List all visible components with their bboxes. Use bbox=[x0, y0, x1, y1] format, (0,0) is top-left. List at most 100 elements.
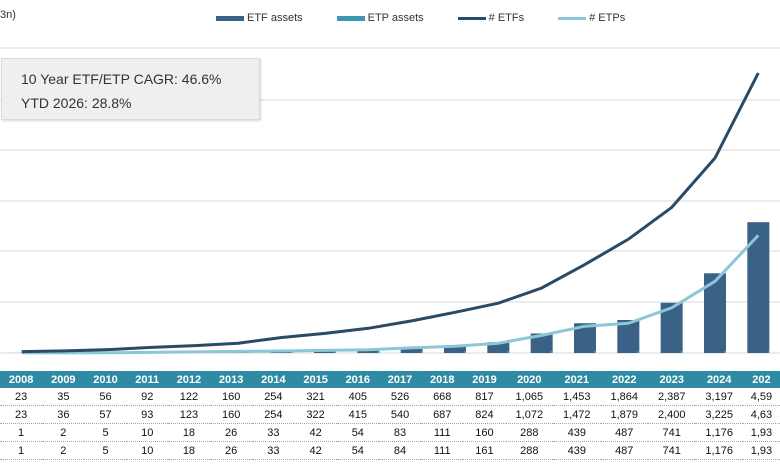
table-cell: 84 bbox=[378, 441, 422, 460]
cagr-ytd: YTD 2026: 28.8% bbox=[21, 95, 132, 111]
table-header-row: 2008 2009 2010 2011 2012 2013 2014 2015 2016 2017… bbox=[0, 371, 780, 388]
table-cell: 161 bbox=[463, 441, 506, 460]
table-cell: 254 bbox=[252, 405, 295, 424]
table-cell: 1,472 bbox=[553, 405, 601, 424]
table-header-cell: 2008 bbox=[0, 371, 43, 388]
table-cell: 439 bbox=[553, 441, 601, 460]
table-cell: 321 bbox=[294, 388, 337, 406]
bar-etp-assets bbox=[507, 351, 510, 353]
table-cell: 33 bbox=[252, 423, 295, 442]
bar-etf-assets bbox=[444, 345, 466, 353]
table-cell: 405 bbox=[336, 388, 379, 406]
table-cell: 741 bbox=[647, 441, 696, 460]
legend-swatch-etf-assets bbox=[216, 15, 244, 21]
table-cell: 1,072 bbox=[505, 405, 554, 424]
table-header-cell: 2021 bbox=[553, 371, 601, 388]
table-header-cell: 2010 bbox=[84, 371, 127, 388]
table-cell: 23 bbox=[0, 405, 43, 424]
table-cell: 42 bbox=[294, 423, 337, 442]
table-cell: 23 bbox=[0, 388, 43, 406]
table-header-cell: 2012 bbox=[167, 371, 211, 388]
chart-legend: ETF assets ETP assets # ETFs # ETPs bbox=[216, 12, 659, 24]
bar-etp-assets bbox=[637, 351, 640, 353]
table-cell: 1,93 bbox=[742, 441, 780, 460]
table-header-cell: 2020 bbox=[505, 371, 554, 388]
table-cell: 687 bbox=[421, 405, 464, 424]
table-cell: 540 bbox=[378, 405, 422, 424]
table-cell: 1,453 bbox=[553, 388, 601, 406]
table-cell: 36 bbox=[42, 405, 85, 424]
table-header-cell: 2019 bbox=[463, 371, 506, 388]
table-cell: 35 bbox=[42, 388, 85, 406]
legend-label-num-etps: # ETPs bbox=[589, 12, 626, 24]
table-cell: 2 bbox=[42, 423, 85, 442]
bar-etp-assets bbox=[464, 351, 466, 353]
table-header-cell: 2023 bbox=[647, 371, 696, 388]
table-cell: 111 bbox=[421, 441, 464, 460]
legend-label-num-etfs: # ETFs bbox=[488, 12, 525, 24]
table-cell: 4,59 bbox=[742, 388, 780, 406]
table-header-cell: 2017 bbox=[378, 371, 422, 388]
table-cell: 18 bbox=[167, 441, 211, 460]
legend-label-etf-assets: ETF assets bbox=[247, 12, 303, 24]
table-header-cell: 2013 bbox=[210, 371, 253, 388]
table-cell: 817 bbox=[463, 388, 506, 406]
table-cell: 526 bbox=[378, 388, 422, 406]
table-cell: 1,176 bbox=[695, 441, 743, 460]
table-row: 23 36 57 93 123 160 254 322 415 540 687 824 1,072 1,4… bbox=[0, 405, 780, 424]
table-cell: 93 bbox=[126, 405, 168, 424]
table-header-cell: 2022 bbox=[600, 371, 648, 388]
table-cell: 83 bbox=[378, 423, 422, 442]
cagr-annotation-box: 10 Year ETF/ETP CAGR: 46.6% YTD 2026: 28… bbox=[1, 58, 260, 120]
table-cell: 2,400 bbox=[647, 405, 696, 424]
table-cell: 26 bbox=[210, 423, 253, 442]
table-cell: 3,225 bbox=[695, 405, 743, 424]
table-header-cell: 2015 bbox=[294, 371, 337, 388]
table-cell: 2,387 bbox=[647, 388, 696, 406]
bar-etf-assets bbox=[747, 222, 770, 353]
table-header-cell: 2014 bbox=[252, 371, 295, 388]
legend-item-num-etps: # ETPs bbox=[558, 12, 625, 24]
table-cell: 1,93 bbox=[742, 423, 780, 442]
table-row: 1 2 5 10 18 26 33 42 54 83 111 160 288 439 487 741 1,176… bbox=[0, 423, 780, 442]
legend-label-etp-assets: ETP assets bbox=[367, 12, 424, 24]
table-cell: 92 bbox=[126, 388, 168, 406]
table-header-cell: 2011 bbox=[126, 371, 168, 388]
bar-etf-assets bbox=[660, 302, 683, 353]
table-cell: 122 bbox=[167, 388, 211, 406]
table-row: 1 2 5 10 18 26 33 42 54 84 111 161 288 439 487 741 1,176… bbox=[0, 441, 780, 460]
bar-etp-assets bbox=[767, 351, 770, 353]
bar-etp-assets bbox=[377, 351, 380, 353]
bar-etp-assets bbox=[680, 351, 683, 353]
table-cell: 5 bbox=[84, 423, 127, 442]
legend-swatch-etp-assets bbox=[336, 15, 365, 21]
table-cell: 57 bbox=[84, 405, 127, 424]
table-cell: 26 bbox=[210, 441, 253, 460]
bar-etf-assets bbox=[617, 319, 640, 353]
table-cell: 2 bbox=[42, 441, 85, 460]
table-cell: 254 bbox=[252, 388, 295, 406]
table-header-cell: 202 bbox=[742, 371, 780, 388]
table-cell: 3,197 bbox=[695, 388, 743, 406]
legend-item-num-etfs: # ETFs bbox=[457, 12, 525, 24]
table-cell: 1,065 bbox=[505, 388, 554, 406]
table-cell: 322 bbox=[294, 405, 337, 424]
table-header-cell: 2016 bbox=[336, 371, 379, 388]
legend-item-etp-assets: ETP assets bbox=[336, 12, 424, 24]
table-cell: 42 bbox=[294, 441, 337, 460]
axis-unit-label: 3n) bbox=[0, 9, 16, 21]
bar-etp-assets bbox=[724, 351, 726, 353]
table-cell: 1,176 bbox=[695, 423, 743, 442]
table-cell: 1 bbox=[0, 441, 43, 460]
bar-etf-assets bbox=[530, 333, 553, 353]
table-cell: 56 bbox=[84, 388, 127, 406]
table-cell: 123 bbox=[167, 405, 211, 424]
bar-etf-assets bbox=[574, 323, 596, 353]
bar-etp-assets bbox=[334, 351, 336, 353]
table-cell: 160 bbox=[463, 423, 506, 442]
table-cell: 824 bbox=[463, 405, 506, 424]
table-cell: 160 bbox=[210, 388, 253, 406]
table-cell: 1,864 bbox=[600, 388, 648, 406]
legend-item-etf-assets: ETF assets bbox=[216, 12, 303, 24]
table-cell: 54 bbox=[336, 441, 379, 460]
